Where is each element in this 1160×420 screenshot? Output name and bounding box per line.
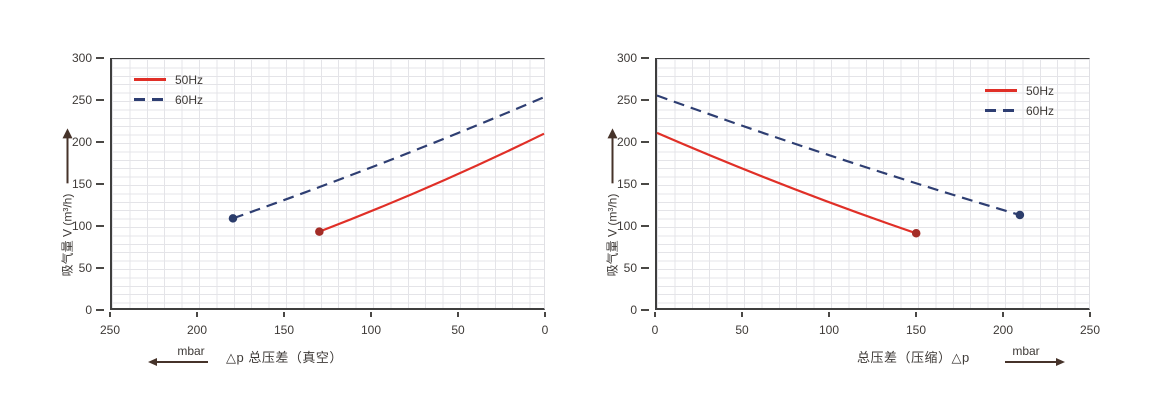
legend-line-dashed-icon [985, 109, 1017, 112]
x-tick-label: 50 [735, 323, 749, 337]
y-tick-mark [641, 267, 649, 269]
x-tick-mark [196, 312, 198, 317]
arrow-right-icon [1005, 358, 1065, 365]
series-line-50hz [656, 131, 917, 235]
y-tick-mark [96, 57, 104, 59]
y-tick-label: 0 [85, 303, 92, 317]
x-axis-caption: 总压差（压缩）△p mbar [655, 344, 1090, 380]
y-tick-mark [96, 225, 104, 227]
unit-block: mbar [148, 344, 220, 365]
x-tick-label: 100 [818, 323, 840, 337]
y-tick-label: 300 [616, 51, 637, 65]
y-tick-mark [96, 267, 104, 269]
x-tick-mark [828, 312, 830, 317]
y-tick-label: 100 [616, 219, 637, 233]
x-tick-label: 50 [451, 323, 465, 337]
x-tick-label: 100 [360, 323, 382, 337]
x-axis-caption: mbar △p 总压差（真空） [110, 344, 545, 380]
legend-item-60hz: 60Hz [134, 92, 203, 107]
series-endpoint-50hz [315, 227, 324, 236]
legend: 50Hz 60Hz [985, 83, 1054, 118]
legend: 50Hz 60Hz [134, 72, 203, 107]
series-line-50hz [318, 132, 545, 233]
legend-label: 50Hz [175, 72, 204, 87]
y-tick-label: 150 [71, 177, 92, 191]
x-axis-label: 总压差（压缩）△p [857, 350, 970, 365]
y-tick-mark [641, 141, 649, 143]
series-endpoint-60hz [228, 214, 238, 223]
legend-item-60hz: 60Hz [985, 103, 1054, 118]
arrow-left-icon [148, 358, 208, 365]
series-endpoint-50hz [911, 229, 921, 238]
y-tick-label: 50 [623, 261, 637, 275]
y-tick-label: 50 [78, 261, 92, 275]
x-tick-mark [741, 312, 743, 317]
x-tick-mark [1002, 312, 1004, 317]
x-tick-label: 150 [273, 323, 295, 337]
legend-line-solid-icon [134, 78, 166, 81]
legend-label: 60Hz [175, 92, 204, 107]
legend-line-dashed-icon [134, 98, 166, 101]
x-tick-mark [283, 312, 285, 317]
x-tick-label: 250 [99, 323, 121, 337]
legend-label: 50Hz [1026, 83, 1055, 98]
y-tick-label: 200 [616, 135, 637, 149]
series-plot-svg [656, 94, 1025, 238]
y-tick-label: 150 [616, 177, 637, 191]
y-tick-label: 0 [630, 303, 637, 317]
series-line-60hz [656, 94, 1021, 217]
legend-line-solid-icon [985, 89, 1017, 92]
y-tick-mark [641, 225, 649, 227]
legend-label: 60Hz [1026, 103, 1055, 118]
y-tick-mark [641, 183, 649, 185]
x-tick-mark [544, 312, 546, 317]
y-tick-mark [641, 309, 649, 311]
y-tick-mark [96, 183, 104, 185]
x-tick-label: 0 [651, 323, 659, 337]
x-tick-mark [1089, 312, 1091, 317]
unit-block: mbar [997, 344, 1065, 365]
y-tick-mark [96, 99, 104, 101]
legend-item-50hz: 50Hz [134, 72, 203, 87]
vacuum-plot-area: 50Hz 60Hz [110, 58, 545, 310]
x-tick-mark [370, 312, 372, 317]
y-tick-mark [641, 57, 649, 59]
y-tick-mark [96, 309, 104, 311]
legend-item-50hz: 50Hz [985, 83, 1054, 98]
y-tick-label: 250 [71, 93, 92, 107]
x-tick-mark [109, 312, 111, 317]
x-tick-mark [654, 312, 656, 317]
y-tick-label: 300 [71, 51, 92, 65]
x-tick-mark [457, 312, 459, 317]
unit-label: mbar [177, 344, 205, 358]
x-tick-label: 0 [541, 323, 549, 337]
x-tick-label: 250 [1079, 323, 1101, 337]
compression-plot-area: 50Hz 60Hz [655, 58, 1090, 310]
series-line-60hz [232, 96, 545, 220]
series-endpoint-60hz [1015, 210, 1025, 220]
x-tick-label: 150 [905, 323, 927, 337]
x-tick-mark [915, 312, 917, 317]
y-axis-title: 吸气量 V (m³/h) [59, 137, 76, 276]
y-tick-label: 200 [71, 135, 92, 149]
y-tick-mark [641, 99, 649, 101]
x-tick-label: 200 [186, 323, 208, 337]
y-tick-mark [96, 141, 104, 143]
y-axis-title: 吸气量 V (m³/h) [604, 137, 621, 276]
y-tick-label: 100 [71, 219, 92, 233]
y-tick-label: 250 [616, 93, 637, 107]
unit-label: mbar [1012, 344, 1040, 358]
series-plot-svg [228, 96, 545, 236]
x-axis-label: △p 总压差（真空） [226, 350, 343, 365]
x-tick-label: 200 [992, 323, 1014, 337]
